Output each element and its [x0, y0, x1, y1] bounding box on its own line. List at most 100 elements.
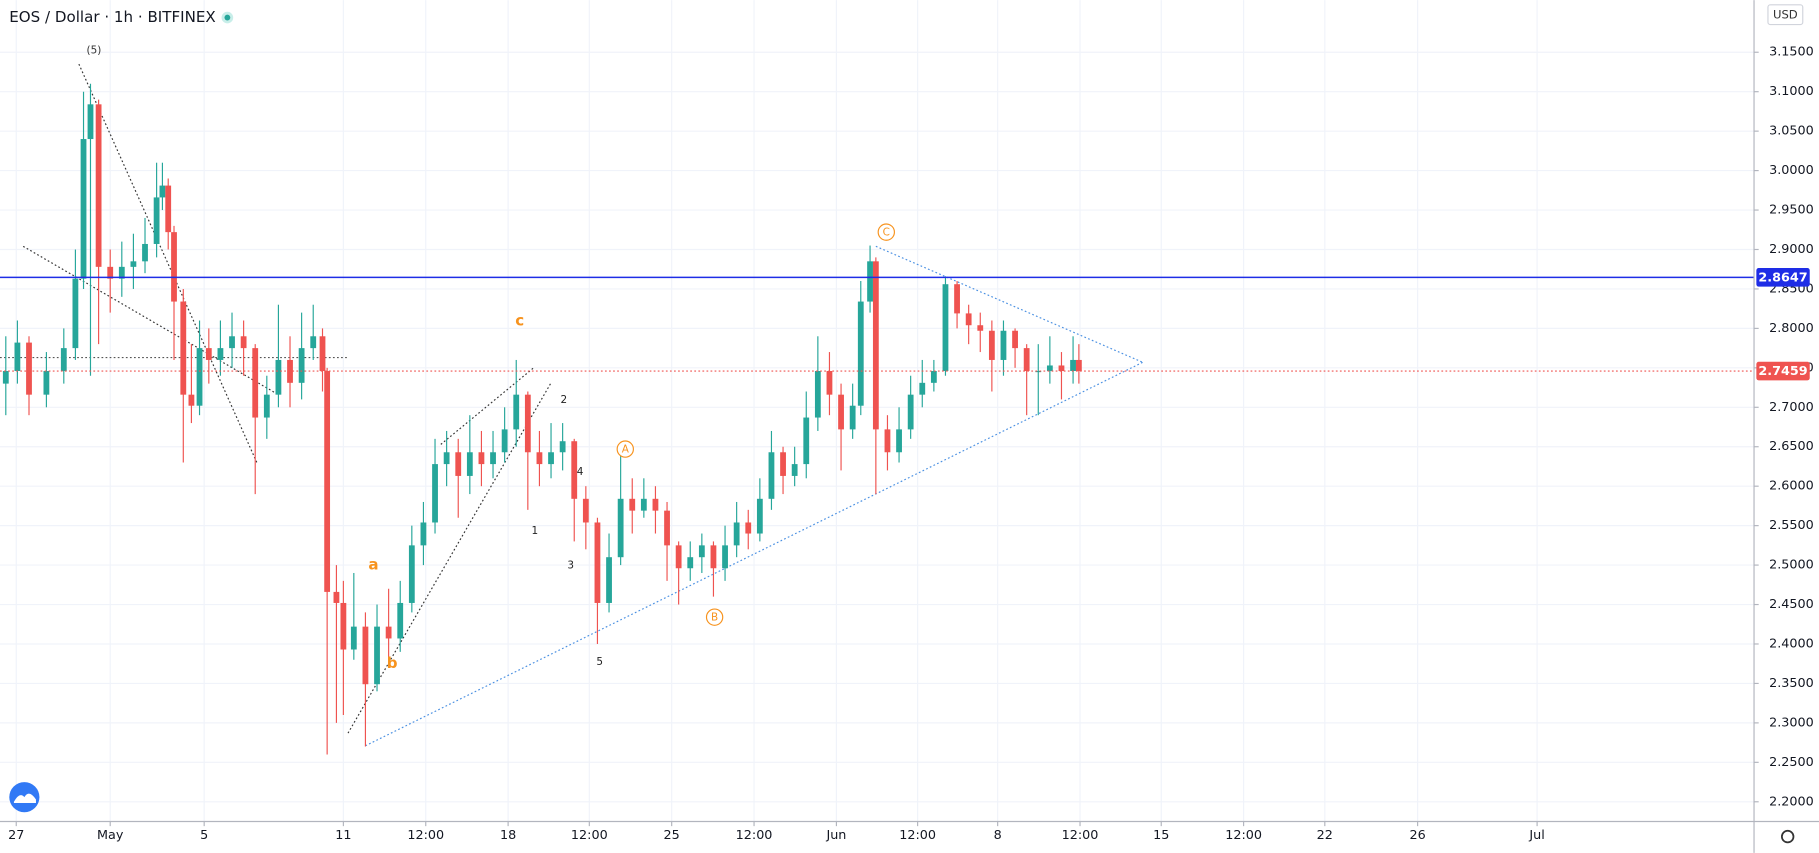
annotation-circle [705, 608, 724, 626]
y-tick-label: 2.8000 [1769, 321, 1814, 336]
wave-label: 4 [577, 466, 584, 478]
candle-body [324, 370, 331, 592]
candle-body [1012, 330, 1018, 349]
price-label-box [1756, 361, 1810, 381]
candle-body [954, 284, 960, 314]
candle-body [80, 139, 87, 279]
candle-body [95, 104, 102, 267]
wave-label: A [622, 444, 630, 456]
candle-body [722, 545, 728, 569]
candle-body [536, 452, 543, 465]
candle-body [652, 498, 659, 511]
candle-body [965, 313, 972, 326]
candle-body [838, 394, 844, 430]
candle-body [165, 185, 172, 233]
candle-body [582, 498, 589, 523]
candle-body [1058, 365, 1065, 371]
candle-body [617, 498, 624, 558]
candle-body [803, 417, 810, 465]
candle-body [524, 394, 531, 453]
candle-body [675, 545, 682, 569]
candle-body [275, 359, 282, 395]
candle-body [229, 336, 235, 349]
x-tick-label: 12:00 [899, 828, 936, 843]
candle-body [548, 452, 554, 465]
x-tick-label: 12:00 [407, 828, 444, 843]
x-tick-label: 11 [335, 828, 351, 843]
candle-body [606, 557, 612, 603]
candle-body [756, 498, 763, 534]
candle-body [490, 452, 496, 465]
price-label: 2.7459 [1758, 364, 1807, 379]
candle-body [455, 452, 462, 476]
logo-cloud [13, 793, 36, 803]
chart-title: EOS / Dollar · 1h · BITFINEX [9, 8, 215, 26]
candle-body [791, 464, 798, 476]
candle-body [420, 522, 427, 546]
y-tick-label: 2.5000 [1769, 558, 1814, 573]
y-tick-label: 3.1500 [1769, 45, 1814, 60]
y-tick-label: 2.4000 [1769, 636, 1814, 651]
candle-body [930, 370, 937, 383]
wave-label: 1 [531, 525, 538, 537]
x-tick-label: Jun [825, 828, 846, 843]
candle-body [374, 626, 380, 685]
x-tick-label: 26 [1409, 828, 1425, 843]
candle-body [118, 266, 125, 279]
candle-body [478, 452, 485, 465]
candle-body [594, 522, 601, 603]
x-tick-label: 22 [1317, 828, 1333, 843]
candle-body [171, 232, 177, 302]
status-dot-core [224, 14, 231, 21]
candle-body [687, 557, 694, 569]
candle-body [240, 336, 247, 349]
candle-body [1070, 359, 1076, 371]
x-tick-label: 12:00 [571, 828, 608, 843]
y-tick-label: 2.5500 [1769, 518, 1814, 533]
candle-body [362, 626, 369, 685]
y-tick-label: 2.2500 [1769, 755, 1814, 770]
candle-body [664, 510, 670, 546]
candle-body [857, 301, 864, 406]
candle-body [977, 325, 984, 331]
candle-body [826, 370, 833, 395]
candle-body [180, 301, 187, 395]
y-tick-label: 3.1000 [1769, 84, 1814, 99]
candle-body [942, 284, 949, 371]
y-tick-label: 2.6500 [1769, 439, 1814, 454]
candle-body [745, 522, 752, 534]
settings-icon[interactable] [1781, 829, 1795, 844]
y-tick-label: 3.0500 [1769, 124, 1814, 139]
annotation-circle [877, 223, 895, 241]
settings-gear[interactable] [1781, 829, 1795, 844]
candle-body [263, 394, 270, 418]
candle-body [397, 602, 404, 639]
candle-body [298, 348, 305, 383]
candle-body [733, 522, 740, 546]
candle-body [196, 348, 203, 406]
candle-body [14, 342, 21, 371]
candle-body [333, 591, 340, 603]
candle-body [319, 336, 326, 371]
candle-body [310, 336, 317, 349]
candle-body [26, 342, 32, 395]
wave-label: c [515, 312, 524, 330]
axes: 2.2000 2.2500 2.3000 2.3500 2.4000 2.4500 2.50… [8, 45, 1814, 843]
candle-body [907, 394, 914, 430]
candle-body [710, 545, 717, 569]
candle-body [919, 382, 926, 395]
candle-body [896, 429, 902, 453]
candle-body [350, 626, 357, 650]
y-tick-label: 3.0000 [1769, 163, 1814, 178]
candle-body [142, 243, 148, 262]
y-tick-label: 2.6000 [1769, 479, 1814, 494]
candle-body [849, 405, 856, 430]
candle-body [698, 545, 705, 558]
x-tick-label: 5 [200, 828, 208, 843]
x-tick-label: May [97, 828, 124, 843]
candle-body [159, 185, 166, 198]
candle-body [640, 498, 647, 511]
candle-body [60, 348, 67, 371]
